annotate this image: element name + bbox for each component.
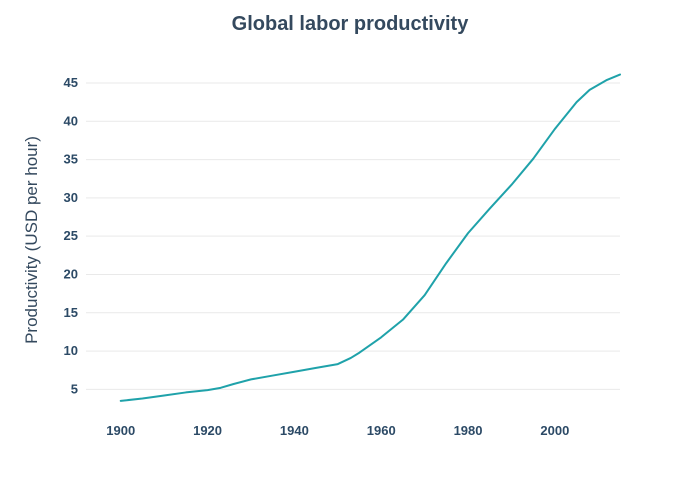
y-tick-label: 35 [64, 152, 78, 167]
x-tick-label: 1920 [193, 423, 222, 438]
y-tick-label: 40 [64, 113, 78, 128]
y-tick-label: 20 [64, 266, 78, 281]
y-tick-label: 5 [71, 381, 78, 396]
y-axis-label: Productivity (USD per hour) [22, 136, 41, 344]
y-tick-label: 25 [64, 228, 78, 243]
y-tick-label: 45 [64, 75, 78, 90]
x-tick-label: 1960 [367, 423, 396, 438]
x-axis-ticks: 1900 1920 1940 1960 1980 2000 [106, 423, 569, 438]
y-tick-label: 15 [64, 305, 78, 320]
chart-title: Global labor productivity [232, 13, 470, 35]
y-axis-ticks: 5 10 15 20 25 30 35 40 45 [64, 75, 78, 396]
series-layer [119, 73, 621, 402]
x-tick-label: 1940 [280, 423, 309, 438]
x-tick-label: 2000 [540, 423, 569, 438]
y-tick-label: 10 [64, 343, 78, 358]
grid-layer [86, 82, 620, 390]
x-tick-label: 1980 [454, 423, 483, 438]
series-line-productivity [119, 73, 621, 402]
y-tick-label: 30 [64, 190, 78, 205]
x-tick-label: 1900 [106, 423, 135, 438]
